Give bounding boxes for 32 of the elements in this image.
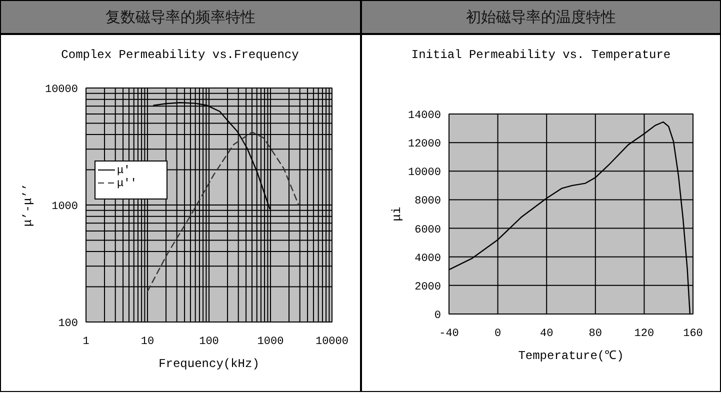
x-tick-label: 160	[683, 328, 703, 340]
y-tick-label: 10000	[44, 84, 78, 96]
y-tick-label: 1000	[52, 201, 78, 213]
y-tick-label: 0	[434, 310, 441, 322]
x-tick-label: 0	[494, 328, 502, 340]
x-tick-label: 10000	[315, 336, 349, 348]
x-tick-label: 120	[634, 328, 654, 340]
chart-subtitle: Complex Permeability vs.Frequency	[61, 48, 299, 62]
y-tick-label: 4000	[414, 252, 441, 265]
x-tick-label: 10	[140, 336, 154, 348]
y-tick-label: 2000	[414, 281, 441, 294]
legend-label: μ''	[117, 178, 137, 190]
y-tick-label: 12000	[408, 138, 441, 151]
y-tick-label: 14000	[408, 110, 441, 122]
chart-title: 复数磁导率的频率特性	[1, 1, 360, 35]
y-tick-label: 10000	[408, 167, 441, 180]
x-tick-label: -40	[439, 328, 459, 340]
x-tick-label: 1000	[257, 336, 284, 348]
legend-label: μ'	[117, 165, 130, 177]
y-axis-title: μ’-μ’’	[21, 183, 35, 227]
x-tick-label: 1	[82, 336, 90, 348]
x-tick-label: 40	[540, 328, 554, 340]
y-tick-label: 6000	[414, 224, 441, 236]
x-tick-label: 100	[199, 336, 219, 348]
y-tick-label: 100	[58, 318, 78, 330]
chart-subtitle: Initial Permeability vs. Temperature	[411, 48, 671, 62]
chart-title: 初始磁导率的温度特性	[362, 1, 720, 35]
x-tick-label: 80	[588, 328, 602, 340]
x-axis-title: Frequency(kHz)	[158, 357, 260, 371]
y-axis-title: μi	[390, 206, 404, 222]
y-tick-label: 8000	[414, 196, 441, 208]
x-axis-title: Temperature(℃)	[518, 349, 624, 363]
